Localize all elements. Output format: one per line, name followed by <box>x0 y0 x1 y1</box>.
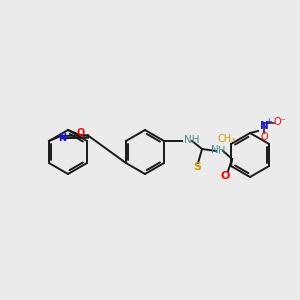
Text: O: O <box>220 171 230 181</box>
Text: O: O <box>77 128 85 138</box>
Text: NH: NH <box>184 135 200 145</box>
Text: N: N <box>211 145 219 155</box>
Text: S: S <box>193 162 201 172</box>
Text: O: O <box>260 132 268 142</box>
Text: +: + <box>266 118 272 127</box>
Text: N: N <box>260 121 268 131</box>
Text: N: N <box>58 133 66 143</box>
Text: CH₃: CH₃ <box>218 134 236 144</box>
Text: O⁻: O⁻ <box>274 117 286 127</box>
Text: H: H <box>218 146 225 156</box>
